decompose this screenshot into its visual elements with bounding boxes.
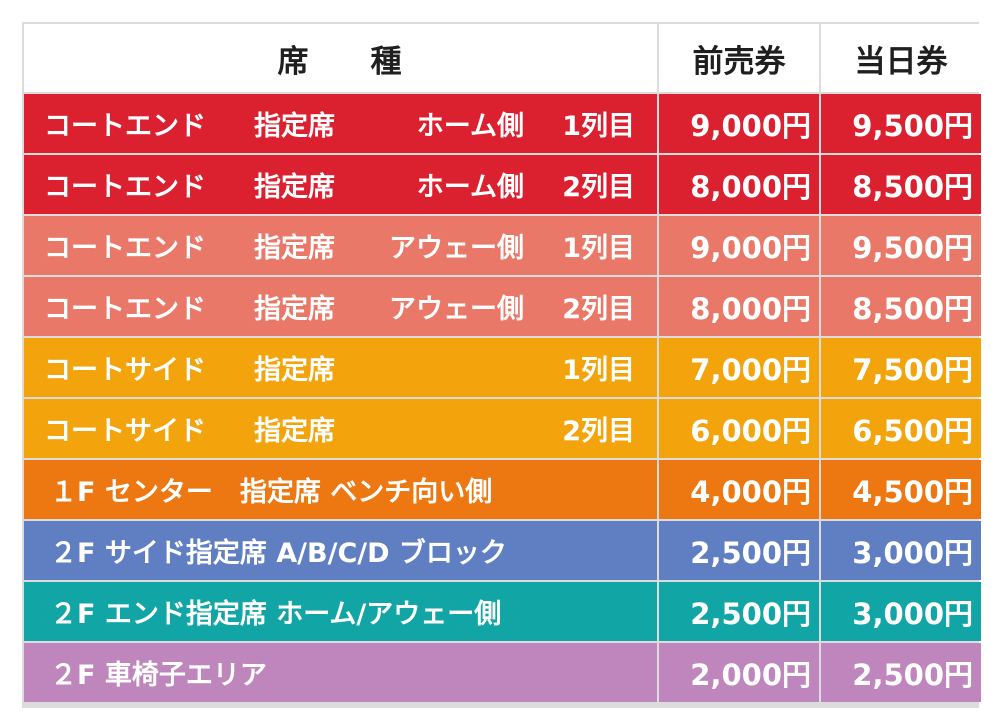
row-sameday-price: 8,500円 [821,277,981,336]
row-sameday-price: 6,500円 [821,399,981,458]
row-seat-name: コートサイド 指定席 2列目 [24,399,657,458]
seat-area: コートエンド [44,294,206,325]
ticket-price-table: 席種 前売券 当日券 コートエンド 指定席 ホーム側 1列目 9,000円 9,500… [22,22,981,708]
row-advance-price: 2,000円 [659,643,819,702]
seat-row-number: 2列目 [562,294,635,325]
seat-type: 指定席 [254,294,335,325]
row-seat-name: コートエンド 指定席 ホーム側 1列目 [24,94,657,153]
seat-type: 指定席 [254,416,335,447]
seat-area: コートエンド [44,233,206,264]
row-sameday-price: 4,500円 [821,460,981,519]
header-seat-label-2: 種 [370,43,404,80]
row-seat-name: ２F エンド指定席 ホーム/アウェー側 [24,582,657,641]
seat-side: アウェー側 [389,294,524,325]
row-sameday-price: 2,500円 [821,643,981,702]
seat-area: コートサイド [44,355,206,386]
seat-area: コートサイド [44,416,206,447]
row-advance-price: 9,000円 [659,94,819,153]
row-sameday-price: 9,500円 [821,94,981,153]
seat-row-number: 2列目 [562,172,635,203]
header-sameday-ticket: 当日券 [821,24,981,92]
row-advance-price: 9,000円 [659,216,819,275]
row-sameday-price: 8,500円 [821,155,981,214]
seat-row-number: 2列目 [562,416,635,447]
row-advance-price: 8,000円 [659,277,819,336]
row-advance-price: 6,000円 [659,399,819,458]
seat-area: コートエンド [44,111,206,142]
seat-side: ホーム側 [416,111,524,142]
header-seat-type: 席種 [24,24,657,92]
row-advance-price: 2,500円 [659,521,819,580]
seat-type: 指定席 [254,111,335,142]
row-seat-name: １F センター 指定席 ベンチ向い側 [24,460,657,519]
row-advance-price: 2,500円 [659,582,819,641]
seat-type: 指定席 [254,172,335,203]
seat-area: コートエンド [44,172,206,203]
row-seat-name: コートエンド 指定席 アウェー側 1列目 [24,216,657,275]
row-sameday-price: 9,500円 [821,216,981,275]
row-advance-price: 4,000円 [659,460,819,519]
row-sameday-price: 3,000円 [821,582,981,641]
seat-row-number: 1列目 [562,111,635,142]
seat-row-number: 1列目 [562,233,635,264]
header-advance-ticket: 前売券 [659,24,819,92]
row-sameday-price: 3,000円 [821,521,981,580]
row-seat-name: コートエンド 指定席 アウェー側 2列目 [24,277,657,336]
seat-side: ホーム側 [416,172,524,203]
header-seat-label-1: 席 [277,43,311,80]
row-seat-name: ２F サイド指定席 A/B/C/D ブロック [24,521,657,580]
row-sameday-price: 7,500円 [821,338,981,397]
row-advance-price: 8,000円 [659,155,819,214]
row-seat-name: コートサイド 指定席 1列目 [24,338,657,397]
seat-type: 指定席 [254,233,335,264]
row-advance-price: 7,000円 [659,338,819,397]
seat-side: アウェー側 [389,233,524,264]
seat-row-number: 1列目 [562,355,635,386]
row-seat-name: ２F 車椅子エリア [24,643,657,702]
row-seat-name: コートエンド 指定席 ホーム側 2列目 [24,155,657,214]
seat-type: 指定席 [254,355,335,386]
